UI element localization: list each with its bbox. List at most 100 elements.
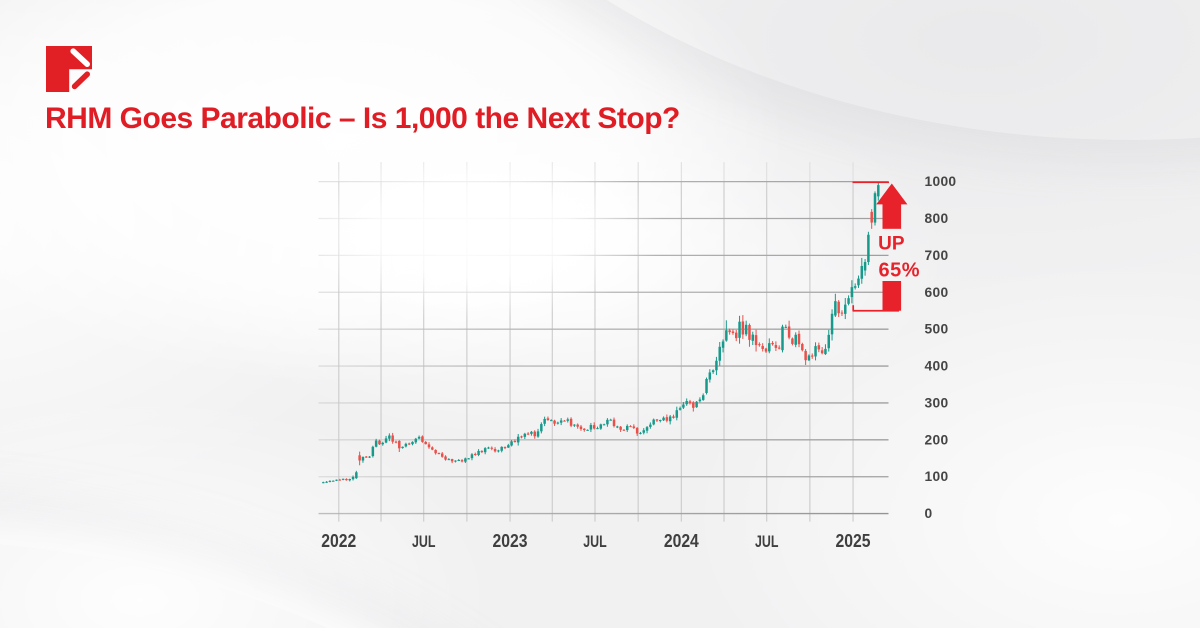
candle-body-up xyxy=(483,448,487,453)
candle-body-up xyxy=(559,420,563,423)
candle-body-up xyxy=(863,262,867,271)
candle-body-down xyxy=(622,429,626,431)
candle-body-down xyxy=(801,343,804,351)
candle-body-up xyxy=(705,378,708,393)
candle-body-down xyxy=(493,449,497,452)
candle-body-up xyxy=(834,301,837,316)
candle-body-up xyxy=(824,348,827,355)
candle-body-down xyxy=(635,427,639,434)
candle-body-up xyxy=(860,265,864,279)
candle-body-down xyxy=(840,312,844,314)
candle-body-up xyxy=(662,417,665,421)
candle-body-up xyxy=(536,431,540,437)
candle-body-down xyxy=(837,301,840,314)
candle-body-up xyxy=(715,360,718,371)
candle-body-down xyxy=(632,426,636,428)
candle-body-up xyxy=(659,420,662,422)
candle-body-up xyxy=(573,424,576,426)
candle-body-up xyxy=(381,442,385,445)
candle-body-up xyxy=(322,482,325,484)
candle-body-up xyxy=(586,429,589,431)
candle-body-up xyxy=(649,424,652,427)
candle-body-up xyxy=(645,427,649,431)
candle-body-down xyxy=(520,436,523,438)
candle-body-up xyxy=(609,419,612,421)
candle-body-up xyxy=(351,476,355,480)
candle-body-up xyxy=(850,287,854,298)
candle-body-up xyxy=(725,330,728,341)
y-axis-label: 700 xyxy=(925,248,949,263)
candle-body-down xyxy=(672,416,675,418)
candle-body-down xyxy=(553,420,556,424)
candle-body-up xyxy=(500,446,503,451)
candle-body-down xyxy=(358,455,361,461)
candle-body-down xyxy=(440,453,444,457)
candle-body-up xyxy=(417,436,421,439)
candle-body-up xyxy=(331,480,335,482)
candle-body-up xyxy=(682,404,685,408)
candle-body-up xyxy=(695,401,698,408)
candle-body-down xyxy=(728,330,731,333)
up-arrow-shaft-top xyxy=(882,203,902,229)
candle-body-up xyxy=(867,234,870,263)
candle-body-down xyxy=(490,447,494,449)
candle-body-up xyxy=(642,430,645,433)
candle-body-down xyxy=(427,444,431,448)
candle-body-down xyxy=(513,440,517,443)
candle-body-up xyxy=(807,355,811,361)
candle-body-down xyxy=(444,456,447,460)
candle-body-up xyxy=(497,450,500,452)
candle-body-down xyxy=(761,346,764,349)
candle-body-up xyxy=(374,440,378,447)
candle-body-up xyxy=(827,334,831,349)
candle-body-up xyxy=(401,446,404,449)
candle-body-up xyxy=(616,426,619,428)
candle-body-up xyxy=(348,479,351,481)
candle-body-down xyxy=(612,419,616,427)
candle-body-down xyxy=(655,419,659,421)
candle-body-down xyxy=(579,426,583,430)
candle-body-up xyxy=(830,313,834,335)
candle-body-up xyxy=(464,458,467,462)
y-axis-label: 300 xyxy=(925,395,949,410)
candle-body-down xyxy=(731,331,735,334)
candle-body-up xyxy=(701,395,705,400)
candle-body-down xyxy=(431,447,434,450)
candle-body-down xyxy=(460,460,464,462)
candle-body-up xyxy=(721,341,725,348)
candle-body-down xyxy=(810,355,814,357)
candle-body-down xyxy=(378,440,381,445)
candle-body-up xyxy=(470,454,474,459)
candle-body-up xyxy=(768,343,771,352)
x-axis-label: 2022 xyxy=(321,530,356,551)
candle-body-up xyxy=(411,441,414,445)
candle-body-up xyxy=(384,438,388,443)
candle-body-down xyxy=(797,333,801,345)
x-axis-label: 2024 xyxy=(664,530,700,551)
candle-body-up xyxy=(566,419,570,421)
candle-body-up xyxy=(744,324,748,335)
candle-body-down xyxy=(434,449,437,454)
candle-body-down xyxy=(629,426,632,428)
candle-body-up xyxy=(784,326,788,328)
candle-body-up xyxy=(814,346,817,357)
candle-body-down xyxy=(870,211,873,223)
candle-body-up xyxy=(698,399,702,402)
logo-slash-red xyxy=(71,71,91,90)
candle-body-down xyxy=(774,345,778,348)
candle-body-down xyxy=(437,453,441,455)
candle-body-up xyxy=(530,431,533,434)
logo-slash-white xyxy=(70,48,91,68)
candle-body-down xyxy=(787,326,791,338)
y-axis-label: 800 xyxy=(925,211,949,226)
candle-body-up xyxy=(507,445,510,448)
candle-body-up xyxy=(361,456,365,461)
candle-body-down xyxy=(421,436,424,442)
candle-body-up xyxy=(404,443,408,447)
brand-logo xyxy=(46,46,92,92)
page-title: RHM Goes Parabolic – Is 1,000 the Next S… xyxy=(45,102,680,135)
candle-body-down xyxy=(391,435,394,442)
candle-body-up xyxy=(639,432,642,434)
candle-body-up xyxy=(599,424,603,429)
candle-body-down xyxy=(533,431,536,437)
